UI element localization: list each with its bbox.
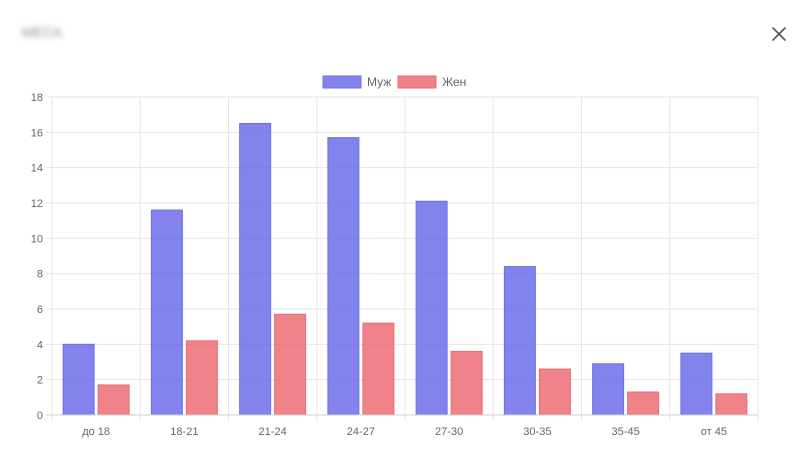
bar-female-6[interactable] (627, 391, 660, 416)
x-tick-label: 35-45 (612, 426, 640, 438)
x-tick-label: до 18 (82, 426, 110, 438)
bar-female-1[interactable] (185, 340, 218, 416)
bar-female-4[interactable] (450, 350, 483, 416)
close-icon (772, 27, 786, 41)
y-tick-label: 12 (31, 198, 43, 210)
x-tick-label: 27-30 (435, 426, 463, 438)
bar-male-2[interactable] (239, 123, 272, 416)
legend-swatch-male[interactable] (322, 75, 362, 89)
y-tick-label: 4 (37, 339, 43, 351)
legend-swatch-female[interactable] (397, 75, 437, 89)
x-tick-label: 21-24 (259, 426, 287, 438)
y-tick-label: 0 (37, 410, 43, 422)
bar-female-3[interactable] (362, 322, 395, 416)
bar-male-7[interactable] (680, 352, 713, 416)
bar-male-3[interactable] (327, 137, 360, 416)
x-tick-label: 24-27 (347, 426, 375, 438)
y-tick-label: 14 (31, 163, 43, 175)
x-tick-label: 30-35 (523, 426, 551, 438)
x-tick-label: от 45 (701, 426, 727, 438)
bar-male-5[interactable] (503, 266, 536, 416)
modal-title: МЕСА (22, 24, 63, 40)
bar-male-4[interactable] (415, 200, 448, 416)
y-tick-label: 16 (31, 127, 43, 139)
bar-female-5[interactable] (538, 368, 571, 416)
close-button[interactable] (769, 24, 789, 44)
bar-female-2[interactable] (274, 313, 307, 416)
bar-female-0[interactable] (97, 384, 130, 416)
bar-female-7[interactable] (715, 393, 748, 416)
y-tick-label: 6 (37, 304, 43, 316)
bar-male-6[interactable] (592, 363, 625, 416)
bar-male-1[interactable] (150, 209, 183, 416)
y-tick-label: 18 (31, 92, 43, 104)
y-tick-label: 8 (37, 269, 43, 281)
legend-label-female[interactable]: Жен (442, 75, 466, 89)
legend-label-male[interactable]: Муж (367, 75, 391, 89)
x-tick-label: 18-21 (170, 426, 198, 438)
y-tick-label: 10 (31, 233, 43, 245)
y-tick-label: 2 (37, 375, 43, 387)
bar-male-0[interactable] (62, 343, 95, 416)
